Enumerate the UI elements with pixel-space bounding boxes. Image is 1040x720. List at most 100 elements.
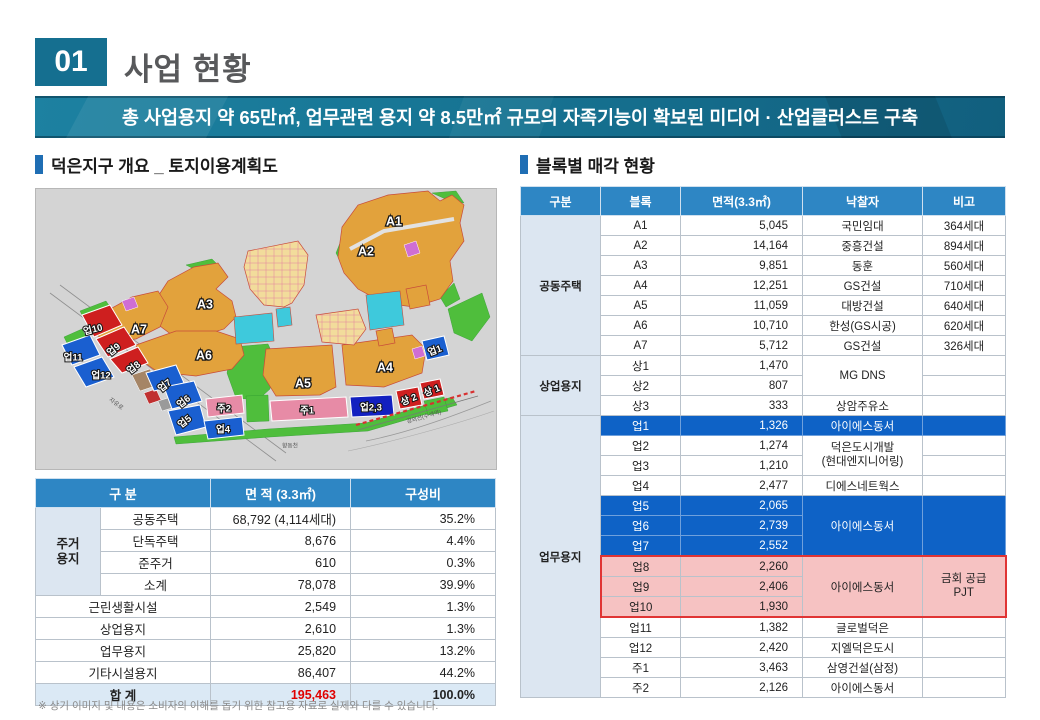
table-cell: 710세대: [922, 275, 1006, 296]
table-cell: GS건설: [802, 335, 923, 356]
table-cell: MG DNS: [802, 355, 923, 396]
map-block-a4: [341, 334, 427, 388]
header-cell: 구 분: [34, 478, 212, 508]
table-cell: 894세대: [922, 235, 1006, 256]
map-label: A2: [358, 244, 374, 258]
table-cell: 동훈: [802, 255, 923, 276]
table-cell: [922, 637, 1006, 658]
header-cell: 낙찰자: [802, 186, 923, 216]
table-cell: 합 계: [34, 683, 212, 706]
table-cell: 9,851: [680, 255, 803, 276]
map-label: 업10: [82, 321, 104, 337]
table-cell: 업8: [599, 555, 681, 577]
table-cell: 364세대: [922, 215, 1006, 236]
table-row: 소계 78,078 39.9%: [36, 573, 497, 596]
table-cell: [922, 657, 1006, 678]
table-cell: 업12: [600, 637, 681, 658]
table-cell: 업5: [600, 495, 681, 516]
table-cell: A1: [600, 215, 681, 236]
table-cell: 업1: [600, 415, 681, 436]
header-cell: 면적(3.3㎡): [680, 186, 803, 216]
table-cell: 업3: [600, 455, 681, 476]
table-row: A5 11,059 대방건설 640세대: [521, 295, 1006, 316]
table-cell: A2: [600, 235, 681, 256]
table-cell: 단독주택: [99, 529, 212, 552]
header-cell: 블록: [600, 186, 681, 216]
table-cell: 업7: [600, 535, 681, 557]
table-row: 업12 2,420 지엘덕은도시: [521, 637, 1006, 658]
table-cell: 807: [680, 375, 803, 396]
table-row: A4 12,251 GS건설 710세대: [521, 275, 1006, 296]
map-label: A4: [377, 360, 393, 374]
table-cell: 상2: [600, 375, 681, 396]
map-label: A3: [197, 297, 213, 311]
map-label: 업2,3: [360, 402, 382, 414]
section-bullet-icon: [35, 155, 43, 174]
map-block-eop1: [421, 335, 450, 361]
table-cell: [922, 415, 1006, 436]
table-cell: 공동주택: [520, 215, 601, 356]
map-block-eop8: [109, 346, 149, 374]
table-cell: 업10: [599, 596, 681, 618]
map-label: 업4: [216, 424, 231, 436]
table-cell: 업9: [599, 576, 681, 597]
map-school-sites: [233, 290, 405, 345]
table-cell: 326세대: [922, 335, 1006, 356]
table-row: 주거 용지 공동주택 68,792 (4,114세대) 35.2%: [35, 507, 497, 596]
table-row: 업8 2,260 아이에스동서 금회 공급 PJT: [521, 555, 1007, 618]
table-cell: 디에스네트웍스: [802, 475, 923, 496]
table-cell: 86,407: [210, 661, 352, 684]
table-cell: 560세대: [922, 255, 1006, 276]
table-cell: 상업용지: [34, 617, 212, 640]
table-cell: 아이에스동서: [802, 495, 923, 557]
table-cell: 1,470: [680, 355, 803, 376]
table-cell: 4.4%: [350, 529, 497, 552]
table-cell: 2,610: [210, 617, 352, 640]
table-cell: 상1: [600, 355, 681, 376]
left-section-title: 덕은지구 개요 _ 토지이용계획도: [51, 157, 278, 176]
table-cell: 2,260: [680, 555, 803, 577]
table-row: 업무용지 25,820 13.2%: [34, 639, 497, 662]
sales-table-head: 구분 블록 면적(3.3㎡) 낙찰자 비고: [520, 186, 1006, 216]
table-cell: 2,126: [680, 677, 803, 698]
table-cell: 준주거: [99, 551, 212, 574]
table-row: 구분 블록 면적(3.3㎡) 낙찰자 비고: [520, 186, 1006, 216]
footnote: ※ 상기 이미지 및 내용은 소비자의 이해를 돕기 위한 참고용 자료로 실제…: [38, 700, 439, 712]
map-block-ju1: [269, 396, 349, 422]
header-cell: 비고: [922, 186, 1006, 216]
table-cell: 8,676: [210, 529, 352, 552]
table-row: 합 계 195,463 100.0%: [34, 683, 497, 706]
table-cell: [922, 475, 1006, 496]
table-cell: 3,463: [680, 657, 803, 678]
table-row: 준주거 610 0.3%: [36, 551, 497, 574]
map-housing-grid: [243, 240, 367, 346]
table-cell: 78,078: [210, 573, 352, 596]
table-cell: 5,712: [680, 335, 803, 356]
table-cell: 12,251: [680, 275, 803, 296]
map-block-sang2: [395, 386, 423, 410]
right-section-title: 블록별 매각 현황: [536, 157, 655, 176]
table-cell: 1,382: [680, 616, 803, 638]
map-label: A7: [131, 322, 147, 336]
table-cell: [922, 355, 1006, 376]
map-block-sang1: [419, 378, 445, 400]
map-block-eop11: [61, 334, 101, 366]
table-cell: 상업용지: [520, 355, 601, 416]
key-message-banner: 총 사업용지 약 65만㎡, 업무관련 용지 약 8.5만㎡ 규모의 자족기능이…: [35, 96, 1005, 138]
table-cell: 아이에스동서: [802, 677, 923, 698]
table-cell: 국민임대: [802, 215, 923, 236]
table-cell: 주거 용지: [35, 507, 101, 596]
table-row: 업2 1,274 덕은도시개발 (현대엔지니어링): [521, 435, 1006, 476]
table-cell: A5: [600, 295, 681, 316]
page-title: 사업 현황: [124, 52, 252, 87]
table-cell: 근린생활시설: [34, 595, 212, 618]
table-row: 업5 2,065 아이에스동서: [521, 495, 1006, 557]
header-cell: 구성비: [350, 478, 497, 508]
banner-text: 총 사업용지 약 65만㎡, 업무관련 용지 약 8.5만㎡ 규모의 자족기능이…: [121, 107, 919, 128]
map-block-a5: [262, 344, 337, 397]
table-cell: 2,552: [680, 535, 803, 557]
table-cell: 2,406: [680, 576, 803, 597]
